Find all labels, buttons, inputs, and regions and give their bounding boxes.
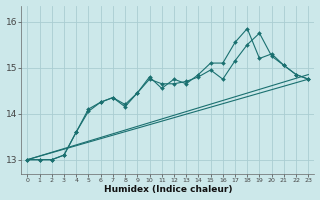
X-axis label: Humidex (Indice chaleur): Humidex (Indice chaleur) [104, 185, 232, 194]
